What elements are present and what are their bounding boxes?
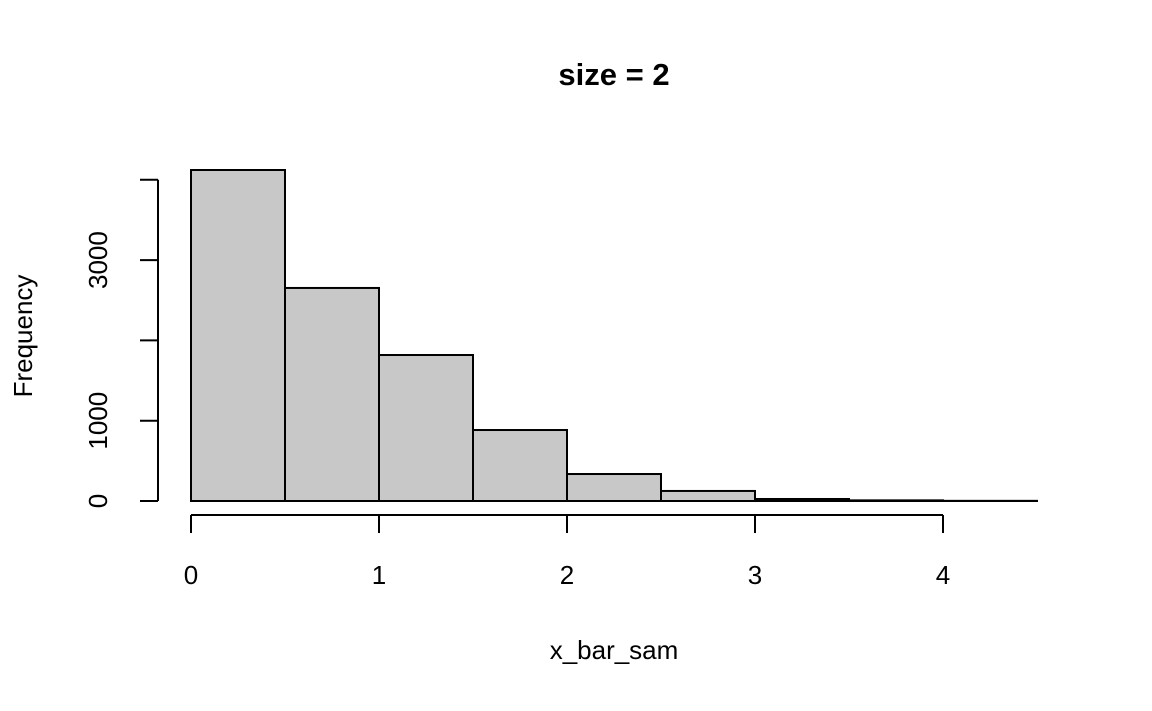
bar xyxy=(472,429,568,502)
y-tick-label: 3000 xyxy=(83,231,113,289)
x-axis-label: x_bar_sam xyxy=(550,635,679,665)
bar xyxy=(190,169,286,502)
x-tick-label: 2 xyxy=(560,560,574,590)
bar xyxy=(660,489,756,503)
y-axis-label: Frequency xyxy=(8,275,38,398)
bar xyxy=(754,497,850,503)
y-tick-label: 0 xyxy=(83,494,113,508)
x-tick-label: 4 xyxy=(936,560,950,590)
chart-title: size = 2 xyxy=(558,57,669,92)
bar xyxy=(848,499,944,503)
x-tick-label: 3 xyxy=(748,560,762,590)
bar xyxy=(284,286,380,502)
bar xyxy=(378,354,474,502)
x-tick-label: 1 xyxy=(372,560,386,590)
x-tick-label: 0 xyxy=(184,560,198,590)
y-tick-label: 1000 xyxy=(83,392,113,450)
bar xyxy=(566,473,662,502)
